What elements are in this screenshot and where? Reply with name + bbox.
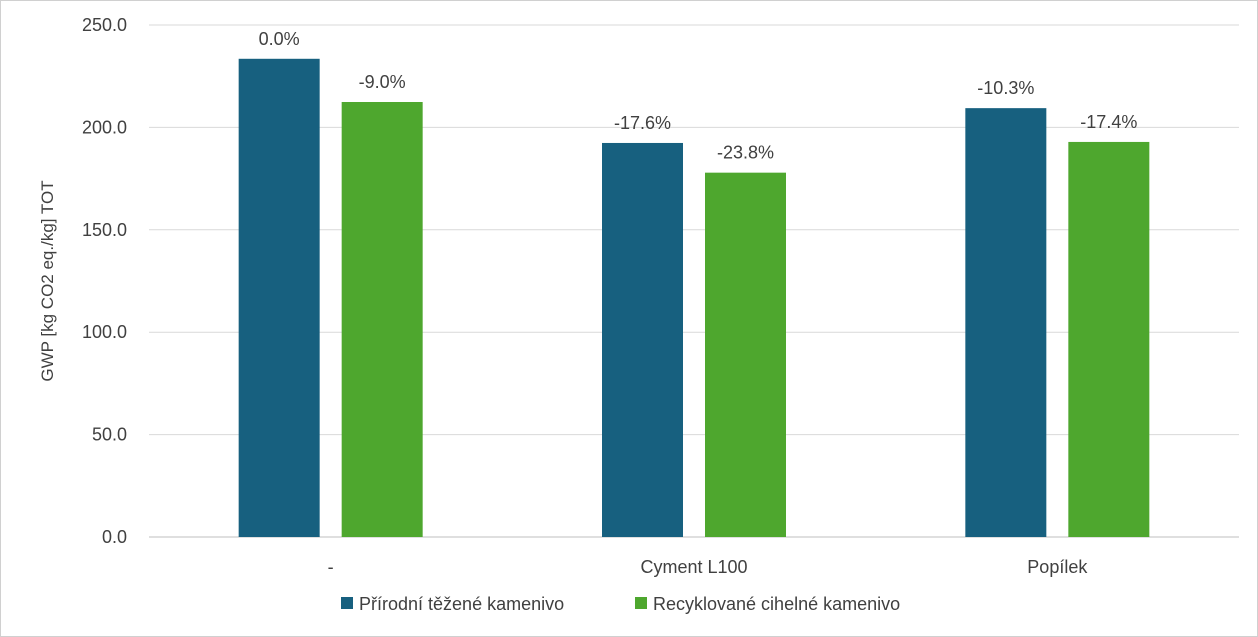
legend-label: Recyklované cihelné kamenivo bbox=[653, 594, 900, 614]
bar bbox=[965, 108, 1047, 537]
y-tick-label: 250.0 bbox=[82, 15, 127, 35]
data-label: -10.3% bbox=[977, 78, 1034, 98]
y-axis-title: GWP [kg CO2 eq./kg] TOT bbox=[38, 180, 57, 381]
legend-swatch bbox=[635, 597, 647, 609]
y-tick-label: 200.0 bbox=[82, 117, 127, 137]
data-label: -23.8% bbox=[717, 143, 774, 163]
legend-swatch bbox=[341, 597, 353, 609]
bar bbox=[705, 172, 786, 537]
bar bbox=[238, 58, 320, 538]
data-label: -17.6% bbox=[614, 113, 671, 133]
y-axis-ticks: 0.0 50.0 100.0 150.0 200.0 250.0 bbox=[82, 15, 127, 547]
data-label: -9.0% bbox=[359, 72, 406, 92]
x-axis-categories: - Cyment L100 Popílek bbox=[328, 557, 1089, 577]
y-tick-label: 100.0 bbox=[82, 322, 127, 342]
bar bbox=[341, 102, 423, 538]
legend-label: Přírodní těžené kamenivo bbox=[359, 594, 564, 614]
legend: Přírodní těžené kamenivo Recyklované cihe… bbox=[341, 594, 900, 614]
y-tick-label: 50.0 bbox=[92, 425, 127, 445]
y-tick-label: 0.0 bbox=[102, 527, 127, 547]
bars bbox=[238, 58, 1150, 538]
data-labels: 0.0% -9.0% -17.6% -23.8% -10.3% -17.4% bbox=[259, 29, 1138, 163]
data-label: -17.4% bbox=[1080, 112, 1137, 132]
x-category-label: Cyment L100 bbox=[640, 557, 747, 577]
data-label: 0.0% bbox=[259, 29, 300, 49]
x-category-label: - bbox=[328, 557, 334, 577]
x-category-label: Popílek bbox=[1027, 557, 1088, 577]
bar bbox=[602, 142, 683, 538]
y-tick-label: 150.0 bbox=[82, 220, 127, 240]
gridlines bbox=[149, 24, 1239, 538]
bar bbox=[1068, 141, 1150, 537]
